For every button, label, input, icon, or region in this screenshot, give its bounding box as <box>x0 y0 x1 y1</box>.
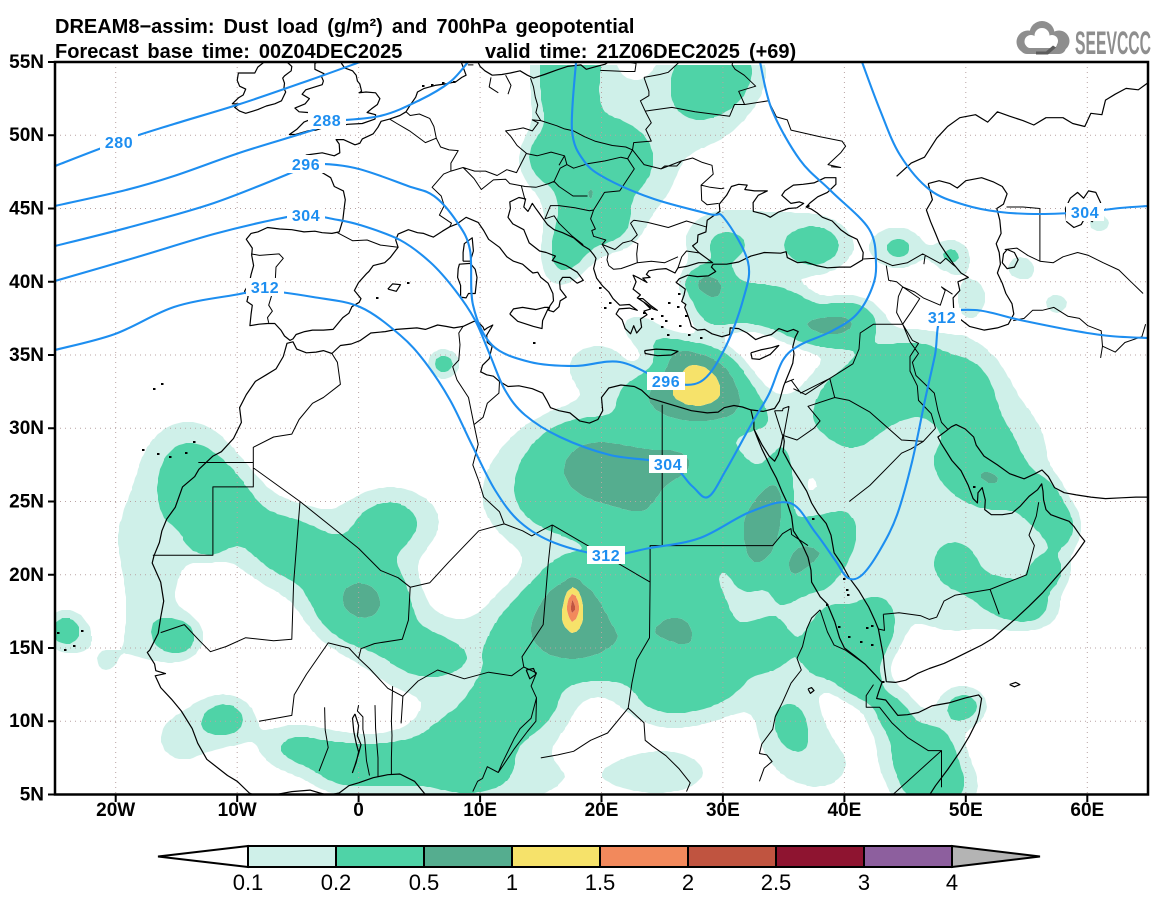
svg-text:304: 304 <box>654 457 682 474</box>
svg-text:60E: 60E <box>1070 800 1104 821</box>
svg-text:Forecast base time: 00Z04DEC20: Forecast base time: 00Z04DEC2025 <box>55 41 402 63</box>
svg-text:10W: 10W <box>218 800 257 821</box>
svg-text:20N: 20N <box>9 565 44 586</box>
svg-text:SEEVCCC: SEEVCCC <box>1075 25 1151 61</box>
svg-text:0: 0 <box>353 800 364 821</box>
svg-text:valid time: 21Z06DEC2025 (+69): valid time: 21Z06DEC2025 (+69) <box>485 41 796 63</box>
svg-text:0.2: 0.2 <box>321 870 352 895</box>
svg-text:1.5: 1.5 <box>585 870 616 895</box>
svg-text:2: 2 <box>682 870 694 895</box>
svg-text:2.5: 2.5 <box>761 870 792 895</box>
svg-text:296: 296 <box>652 374 680 391</box>
svg-text:15N: 15N <box>9 638 44 659</box>
svg-text:288: 288 <box>313 113 341 130</box>
svg-text:4: 4 <box>946 870 958 895</box>
svg-text:312: 312 <box>592 548 620 565</box>
svg-text:1: 1 <box>506 870 518 895</box>
svg-text:3: 3 <box>858 870 870 895</box>
svg-text:304: 304 <box>1071 205 1099 222</box>
svg-text:40E: 40E <box>827 800 861 821</box>
svg-text:45N: 45N <box>9 199 44 220</box>
svg-text:296: 296 <box>292 157 320 174</box>
svg-text:312: 312 <box>251 280 279 297</box>
svg-text:5N: 5N <box>20 785 44 806</box>
svg-text:280: 280 <box>105 135 133 152</box>
svg-text:50N: 50N <box>9 125 44 146</box>
svg-text:20E: 20E <box>585 800 619 821</box>
svg-text:312: 312 <box>928 310 956 327</box>
svg-text:20W: 20W <box>96 800 135 821</box>
svg-text:50E: 50E <box>949 800 983 821</box>
svg-text:55N: 55N <box>9 52 44 73</box>
svg-text:25N: 25N <box>9 492 44 513</box>
svg-text:304: 304 <box>292 208 320 225</box>
svg-text:40N: 40N <box>9 272 44 293</box>
svg-text:10N: 10N <box>9 711 44 732</box>
svg-text:DREAM8−assim: Dust load (g/m²): DREAM8−assim: Dust load (g/m²) and 700hP… <box>55 16 634 38</box>
svg-text:30E: 30E <box>706 800 740 821</box>
svg-text:30N: 30N <box>9 418 44 439</box>
svg-text:35N: 35N <box>9 345 44 366</box>
svg-text:0.1: 0.1 <box>233 870 264 895</box>
svg-text:0.5: 0.5 <box>409 870 440 895</box>
svg-text:10E: 10E <box>463 800 497 821</box>
